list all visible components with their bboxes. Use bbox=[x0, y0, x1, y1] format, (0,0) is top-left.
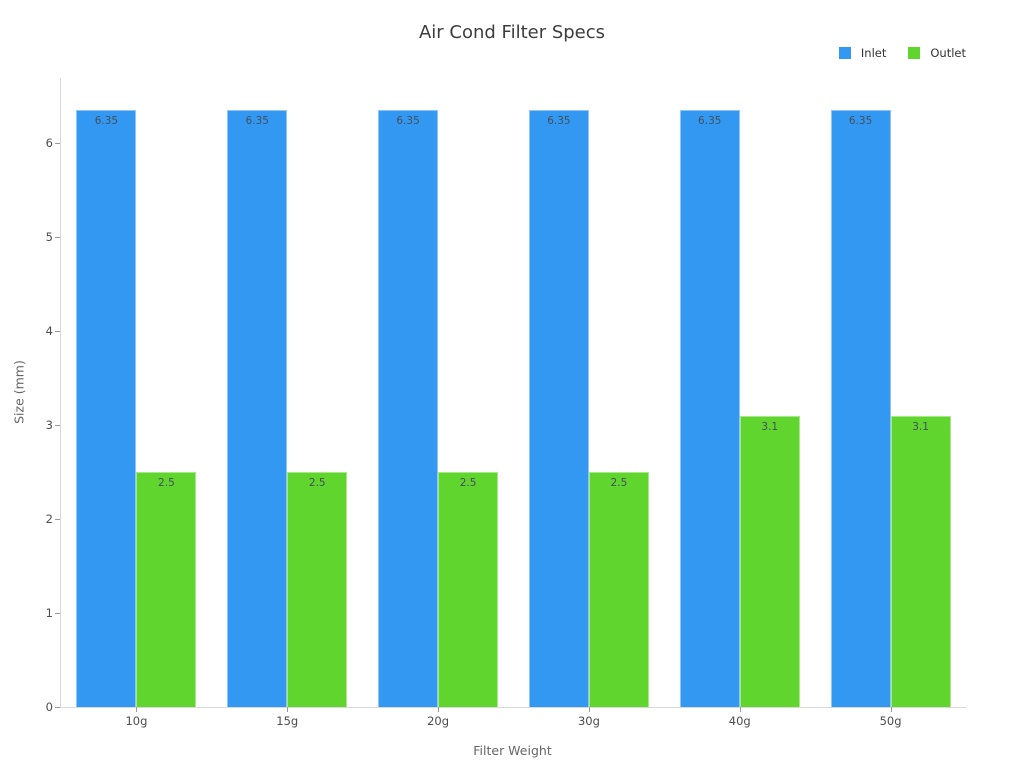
y-tick-label: 1 bbox=[45, 605, 53, 620]
bar-value-label: 6.35 bbox=[245, 114, 269, 127]
y-tick-label: 5 bbox=[45, 229, 53, 244]
bar-value-label: 3.1 bbox=[761, 420, 779, 433]
y-tick-label: 4 bbox=[45, 323, 53, 338]
y-tick-mark bbox=[55, 612, 60, 614]
bar-inlet-10g: 6.35 bbox=[76, 109, 137, 707]
x-tick-label: 10g bbox=[125, 714, 148, 728]
plot-area: 0 1 2 3 4 5 6 10g 6.35 2.5 15g 6.35 2.5 20g 6.35 2.5 30g… bbox=[46, 78, 966, 728]
x-axis-title: Filter Weight bbox=[473, 743, 552, 758]
bar-outlet-50g: 3.1 bbox=[890, 415, 951, 707]
y-axis-title: Size (mm) bbox=[11, 360, 27, 424]
bar-value-label: 2.5 bbox=[610, 476, 628, 489]
x-tick-mark bbox=[438, 707, 440, 712]
bar-value-label: 6.35 bbox=[396, 114, 420, 127]
legend: Inlet Outlet bbox=[838, 46, 966, 60]
legend-label-inlet: Inlet bbox=[860, 46, 887, 60]
y-tick-label: 0 bbox=[45, 700, 53, 714]
x-tick-label: 50g bbox=[879, 714, 902, 728]
y-tick-label: 6 bbox=[45, 135, 53, 150]
bar-value-label: 6.35 bbox=[547, 114, 571, 127]
x-tick-mark bbox=[890, 707, 892, 712]
bar-inlet-15g: 6.35 bbox=[227, 109, 288, 707]
x-tick-mark bbox=[136, 707, 138, 712]
y-tick-mark bbox=[55, 424, 60, 426]
bar-value-label: 2.5 bbox=[158, 476, 175, 489]
bar-outlet-20g: 2.5 bbox=[438, 471, 499, 707]
bar-value-label: 6.35 bbox=[848, 114, 873, 127]
outlet-swatch-icon bbox=[908, 47, 921, 59]
y-tick-mark bbox=[55, 236, 60, 238]
legend-item-outlet[interactable]: Outlet bbox=[908, 46, 966, 60]
x-tick-mark bbox=[287, 707, 289, 712]
x-tick-label: 30g bbox=[577, 714, 600, 728]
y-tick-mark bbox=[55, 330, 60, 332]
bar-inlet-30g: 6.35 bbox=[528, 109, 589, 707]
bar-value-label: 6.35 bbox=[94, 114, 119, 127]
bar-value-label: 2.5 bbox=[308, 476, 326, 489]
y-tick-mark bbox=[55, 518, 60, 520]
bar-inlet-20g: 6.35 bbox=[378, 109, 439, 707]
x-tick-mark bbox=[739, 707, 741, 712]
x-tick-label: 40g bbox=[728, 714, 751, 728]
bar-value-label: 3.1 bbox=[912, 420, 929, 433]
x-tick-mark bbox=[588, 707, 590, 712]
bar-value-label: 6.35 bbox=[698, 114, 722, 127]
x-tick-label: 15g bbox=[276, 714, 299, 728]
bar-inlet-50g: 6.35 bbox=[830, 109, 891, 707]
bar-outlet-15g: 2.5 bbox=[287, 471, 348, 707]
bar-inlet-40g: 6.35 bbox=[679, 109, 740, 707]
legend-label-outlet: Outlet bbox=[930, 46, 966, 60]
x-tick-label: 20g bbox=[427, 714, 450, 728]
inlet-swatch-icon bbox=[838, 47, 851, 59]
y-tick-mark bbox=[55, 707, 60, 708]
y-tick-label: 3 bbox=[45, 417, 53, 432]
legend-item-inlet[interactable]: Inlet bbox=[838, 46, 887, 60]
y-tick-label: 2 bbox=[45, 511, 53, 526]
bar-outlet-30g: 2.5 bbox=[588, 471, 649, 707]
y-tick-mark bbox=[55, 142, 60, 144]
bar-value-label: 2.5 bbox=[459, 476, 477, 489]
bar-outlet-40g: 3.1 bbox=[739, 415, 800, 707]
chart-title: Air Cond Filter Specs bbox=[418, 22, 606, 43]
bar-outlet-10g: 2.5 bbox=[136, 471, 197, 707]
